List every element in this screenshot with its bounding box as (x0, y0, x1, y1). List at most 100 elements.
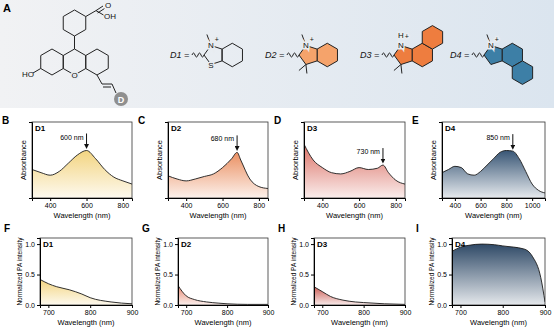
tick-mark (123, 198, 124, 201)
atom-label: N (208, 41, 214, 50)
spectrum-line (32, 151, 132, 185)
spectrum-line (178, 286, 268, 305)
tick-label: 400 (181, 202, 193, 209)
x-tick: 800 (358, 305, 370, 316)
tick-label: 0.5 (163, 271, 173, 278)
y-axis-title: Normalized PA intensity (428, 237, 436, 306)
x-tick: 700 (43, 305, 55, 316)
tick-mark (364, 305, 365, 308)
tick-label: 900 (400, 309, 412, 316)
chart-title: D1 (35, 124, 46, 133)
atom-label: + (215, 36, 219, 43)
tick-label: 800 (390, 202, 402, 209)
tick-mark (311, 275, 314, 276)
chart: 7008009000.00.51.0Wavelength (nm)Normali… (142, 223, 274, 327)
x-tick: 700 (455, 305, 467, 316)
panel-label: A (3, 2, 11, 14)
chart: 400600800Wavelength (nm)AbsorbanceCD2680… (138, 115, 269, 220)
peak-arrow (86, 134, 87, 147)
tick-mark (37, 305, 40, 306)
tick-label: 600 (217, 202, 229, 209)
y-tick: 0.5 (25, 271, 40, 278)
atom-label: D1 = (170, 50, 189, 60)
atom-label: + (310, 36, 314, 43)
plot-marks (452, 244, 545, 305)
tick-mark (186, 198, 187, 201)
substituent: D2 =N+ (265, 34, 337, 73)
y-axis-title: Absorbance (291, 140, 300, 180)
y-axis: 0.00.51.0 (163, 239, 178, 309)
plot-marks (442, 151, 545, 199)
tick-mark (481, 198, 482, 201)
axis-line (169, 199, 269, 202)
tick-mark (532, 198, 533, 201)
y-tick: 0.0 (437, 302, 452, 309)
bond (112, 84, 116, 93)
spectrum-area (304, 144, 405, 198)
y-tick: 1.0 (437, 241, 452, 248)
tick-mark (48, 305, 49, 308)
spectrum-line (452, 244, 545, 302)
tick-label: 0.0 (25, 302, 35, 309)
y-axis (301, 123, 305, 199)
x-tick: 400 (45, 198, 57, 209)
peak-annotation: 680 nm (211, 135, 235, 142)
y-axis (439, 123, 443, 199)
x-axis-title: Wavelength (nm) (195, 318, 252, 327)
y-tick: 1.0 (299, 241, 314, 248)
substituent: D4 =N+ (450, 34, 533, 84)
axis-line (179, 306, 269, 309)
y-axis-title: Absorbance (19, 140, 28, 180)
x-tick: 800 (222, 305, 234, 316)
chart-title: D4 (455, 240, 466, 249)
atom-label: + (405, 33, 409, 40)
plot-frame (178, 238, 268, 305)
peak-annotation: 600 nm (60, 134, 84, 141)
x-tick: 900 (263, 305, 275, 316)
tick-mark (545, 305, 546, 308)
axis-line (41, 306, 133, 309)
spectrum-area (32, 151, 132, 199)
tick-mark (223, 198, 224, 201)
y-tick: 0.5 (163, 271, 178, 278)
atom-label: N (488, 41, 494, 50)
tick-mark (449, 275, 452, 276)
panel-label: H (278, 223, 285, 234)
x-axis-title: Wavelength (nm) (54, 211, 111, 220)
tick-mark (455, 198, 456, 201)
x-axis: 700800900 (41, 305, 139, 316)
bond (306, 65, 307, 74)
y-tick: 0.5 (437, 271, 452, 278)
tick-label: 800 (118, 202, 130, 209)
tick-label: 1.0 (163, 241, 173, 248)
x-tick: 800 (254, 198, 266, 209)
spectrum-line (314, 287, 405, 305)
y-axis (165, 123, 169, 199)
plot-marks (40, 279, 132, 305)
x-tick: 700 (317, 305, 329, 316)
axis-line (311, 239, 315, 306)
substituent-node (114, 92, 128, 106)
atom-label: H (398, 31, 404, 40)
tick-mark (311, 244, 314, 245)
x-axis-title: Wavelength (nm) (331, 318, 388, 327)
plot-marks (314, 287, 405, 305)
tick-label: 800 (497, 309, 509, 316)
y-axis: 0.0 0.5 1.0 (25, 239, 40, 309)
x-axis-title: Wavelength (nm) (190, 211, 247, 220)
y-axis: 0.0 0.5 1.0 (437, 239, 452, 309)
bond (33, 69, 41, 74)
x-tick: 900 (540, 305, 552, 316)
chart-title: D4 (445, 124, 456, 133)
y-tick: 0.0 (299, 302, 314, 309)
x-axis-title: Wavelength (nm) (326, 211, 383, 220)
atom-label: O (105, 1, 111, 10)
y-tick: 1.0 (25, 241, 40, 248)
tick-mark (322, 198, 323, 201)
x-axis: 700 800 900 (315, 305, 412, 316)
atom-label: D2 = (265, 50, 284, 60)
chart: 7008009000.00.51.0Wavelength (nm)Normali… (416, 223, 551, 327)
panel-label: C (138, 115, 145, 126)
x-axis: 400600800 (305, 198, 406, 209)
tick-mark (186, 305, 187, 308)
